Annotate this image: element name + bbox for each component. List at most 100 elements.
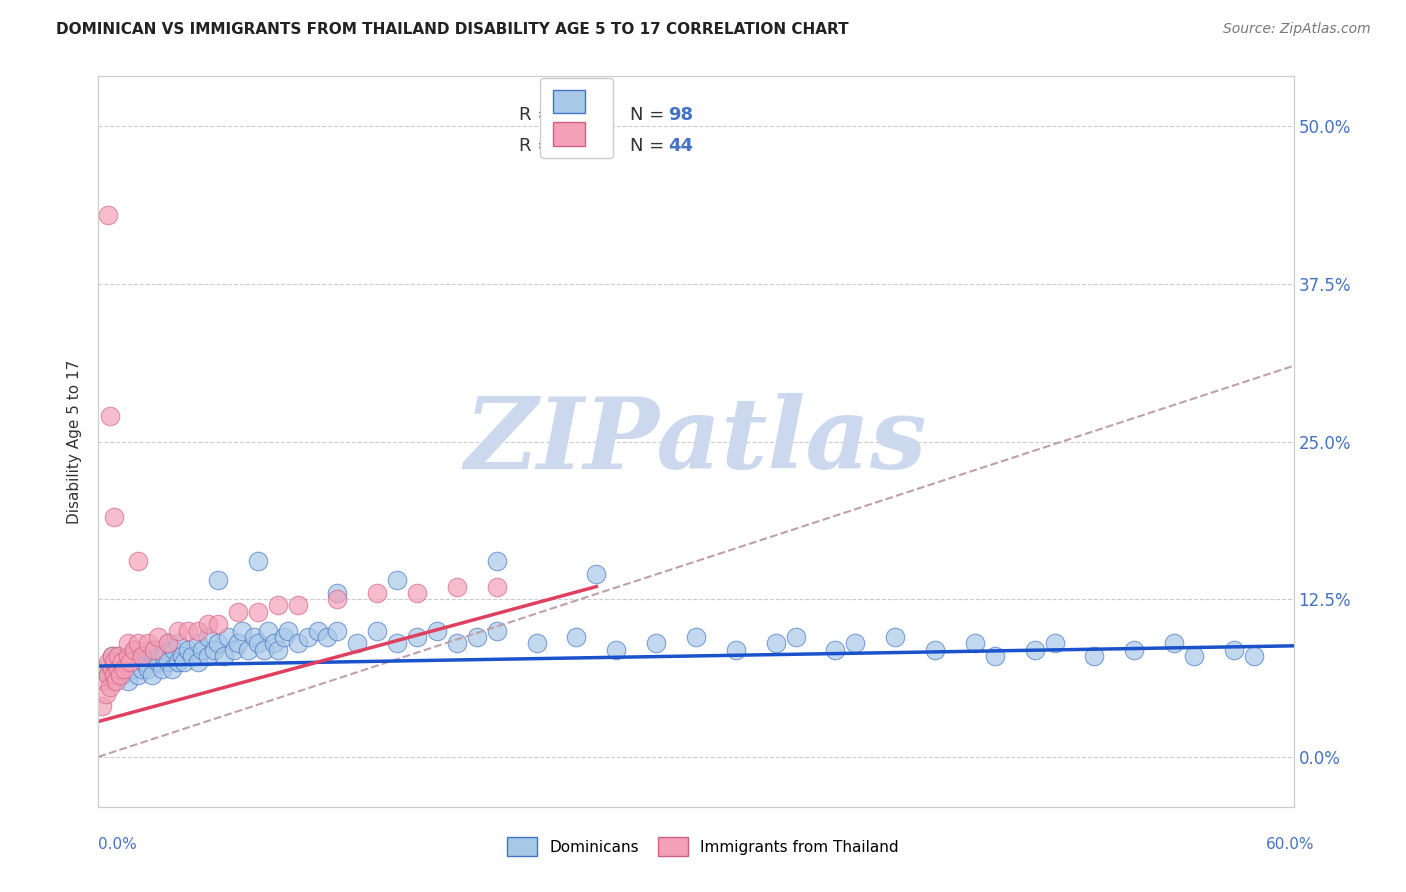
Point	[127, 554, 149, 568]
Text: 0.0%: 0.0%	[98, 837, 138, 852]
Point	[824, 642, 846, 657]
Point	[110, 668, 132, 682]
Point	[148, 630, 170, 644]
Point	[127, 636, 149, 650]
Text: 0.089: 0.089	[558, 106, 610, 124]
Point	[120, 655, 142, 669]
Point	[98, 681, 122, 695]
Point	[127, 648, 149, 663]
Point	[97, 208, 120, 222]
Point	[173, 655, 195, 669]
Point	[963, 636, 986, 650]
Point	[143, 642, 166, 657]
Text: R =: R =	[519, 137, 558, 155]
Point	[246, 554, 269, 568]
Point	[724, 642, 747, 657]
Point	[605, 642, 627, 657]
Point	[91, 699, 114, 714]
Point	[406, 586, 429, 600]
Text: 44: 44	[668, 137, 693, 155]
Point	[366, 586, 388, 600]
Point	[924, 642, 946, 657]
Point	[645, 636, 668, 650]
Point	[212, 648, 235, 663]
Legend: Dominicans, Immigrants from Thailand: Dominicans, Immigrants from Thailand	[501, 831, 905, 862]
Point	[103, 655, 125, 669]
Point	[107, 648, 129, 663]
Point	[117, 648, 139, 663]
Point	[426, 624, 449, 638]
Point	[187, 636, 209, 650]
Point	[187, 655, 209, 669]
Text: R =: R =	[519, 106, 558, 124]
Point	[167, 624, 190, 638]
Point	[181, 648, 204, 663]
Point	[844, 636, 866, 650]
Point	[153, 648, 176, 663]
Point	[157, 636, 180, 650]
Point	[1043, 636, 1066, 650]
Point	[117, 636, 139, 650]
Point	[385, 574, 409, 588]
Point	[134, 655, 156, 669]
Point	[96, 687, 118, 701]
Point	[127, 668, 149, 682]
Point	[485, 580, 508, 594]
Point	[136, 661, 159, 675]
Point	[136, 642, 159, 657]
Point	[112, 655, 135, 669]
Point	[124, 642, 146, 657]
Point	[406, 630, 429, 644]
Point	[1182, 648, 1205, 663]
Point	[287, 599, 309, 613]
Point	[177, 624, 200, 638]
Point	[117, 648, 139, 663]
Point	[326, 586, 349, 600]
Point	[117, 674, 139, 689]
Point	[1123, 642, 1146, 657]
Point	[141, 668, 163, 682]
Point	[765, 636, 787, 650]
Point	[136, 636, 159, 650]
Point	[307, 624, 329, 638]
Point	[1163, 636, 1185, 650]
Legend: , : ,	[540, 78, 613, 158]
Point	[98, 409, 122, 424]
Point	[226, 605, 249, 619]
Point	[187, 624, 209, 638]
Point	[884, 630, 907, 644]
Point	[1243, 648, 1265, 663]
Point	[197, 630, 219, 644]
Point	[446, 636, 468, 650]
Point	[446, 580, 468, 594]
Point	[111, 655, 134, 669]
Point	[385, 636, 409, 650]
Point	[326, 624, 349, 638]
Point	[226, 636, 249, 650]
Text: Source: ZipAtlas.com: Source: ZipAtlas.com	[1223, 22, 1371, 37]
Point	[103, 510, 125, 524]
Y-axis label: Disability Age 5 to 17: Disability Age 5 to 17	[67, 359, 83, 524]
Point	[267, 642, 290, 657]
Point	[565, 630, 588, 644]
Point	[366, 624, 388, 638]
Point	[148, 655, 170, 669]
Point	[160, 661, 183, 675]
Point	[97, 668, 120, 682]
Point	[172, 648, 194, 663]
Point	[465, 630, 488, 644]
Point	[1223, 642, 1246, 657]
Text: 60.0%: 60.0%	[1267, 837, 1315, 852]
Point	[93, 661, 115, 675]
Point	[97, 668, 120, 682]
Point	[163, 642, 186, 657]
Point	[267, 599, 290, 613]
Point	[297, 630, 319, 644]
Point	[148, 642, 170, 657]
Point	[97, 655, 120, 669]
Text: 98: 98	[668, 106, 693, 124]
Point	[157, 655, 180, 669]
Text: N =: N =	[630, 137, 671, 155]
Point	[107, 661, 129, 675]
Point	[316, 630, 339, 644]
